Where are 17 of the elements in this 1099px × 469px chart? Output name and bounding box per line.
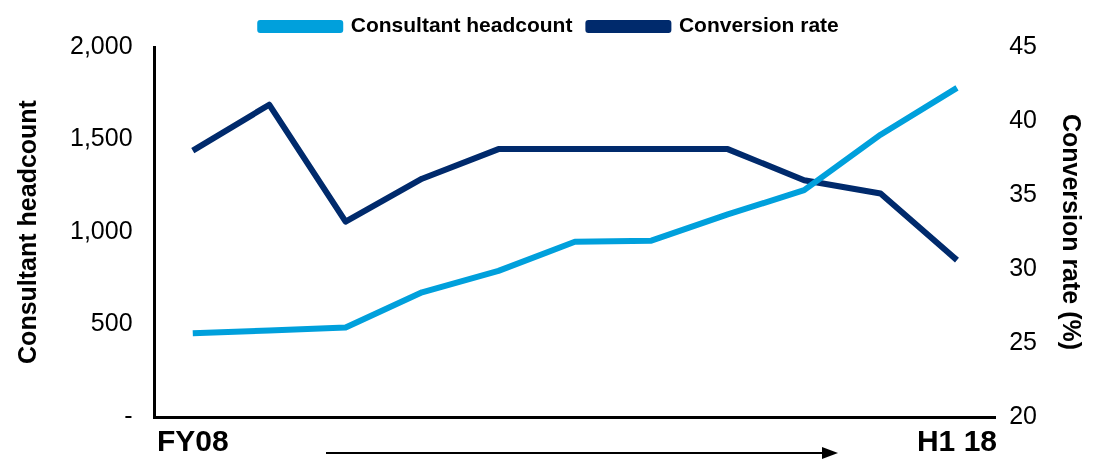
y2-tick-label: 35 <box>1009 178 1037 207</box>
y-tick-label: - <box>124 400 133 429</box>
y2-tick-label: 40 <box>1009 104 1037 133</box>
y2-tick-label: 25 <box>1009 326 1037 355</box>
x-tick-label: H1 18 <box>916 424 998 458</box>
legend-label: Consultant headcount <box>350 13 573 37</box>
y2-tick-label: 30 <box>1009 252 1037 281</box>
y2-tick-label: 20 <box>1009 400 1037 429</box>
legend-label: Conversion rate <box>678 13 839 37</box>
y2-tick-label: 45 <box>1009 30 1037 59</box>
y2-axis-title: Conversion rate (%) <box>1058 113 1087 351</box>
y-tick-label: 500 <box>90 308 133 337</box>
y-axis-title: Consultant headcount <box>12 99 41 364</box>
y-tick-label: 1,500 <box>70 123 133 152</box>
y-tick-label: 2,000 <box>70 30 133 59</box>
x-tick-label: FY08 <box>156 424 229 458</box>
y-tick-label: 1,000 <box>70 215 133 244</box>
